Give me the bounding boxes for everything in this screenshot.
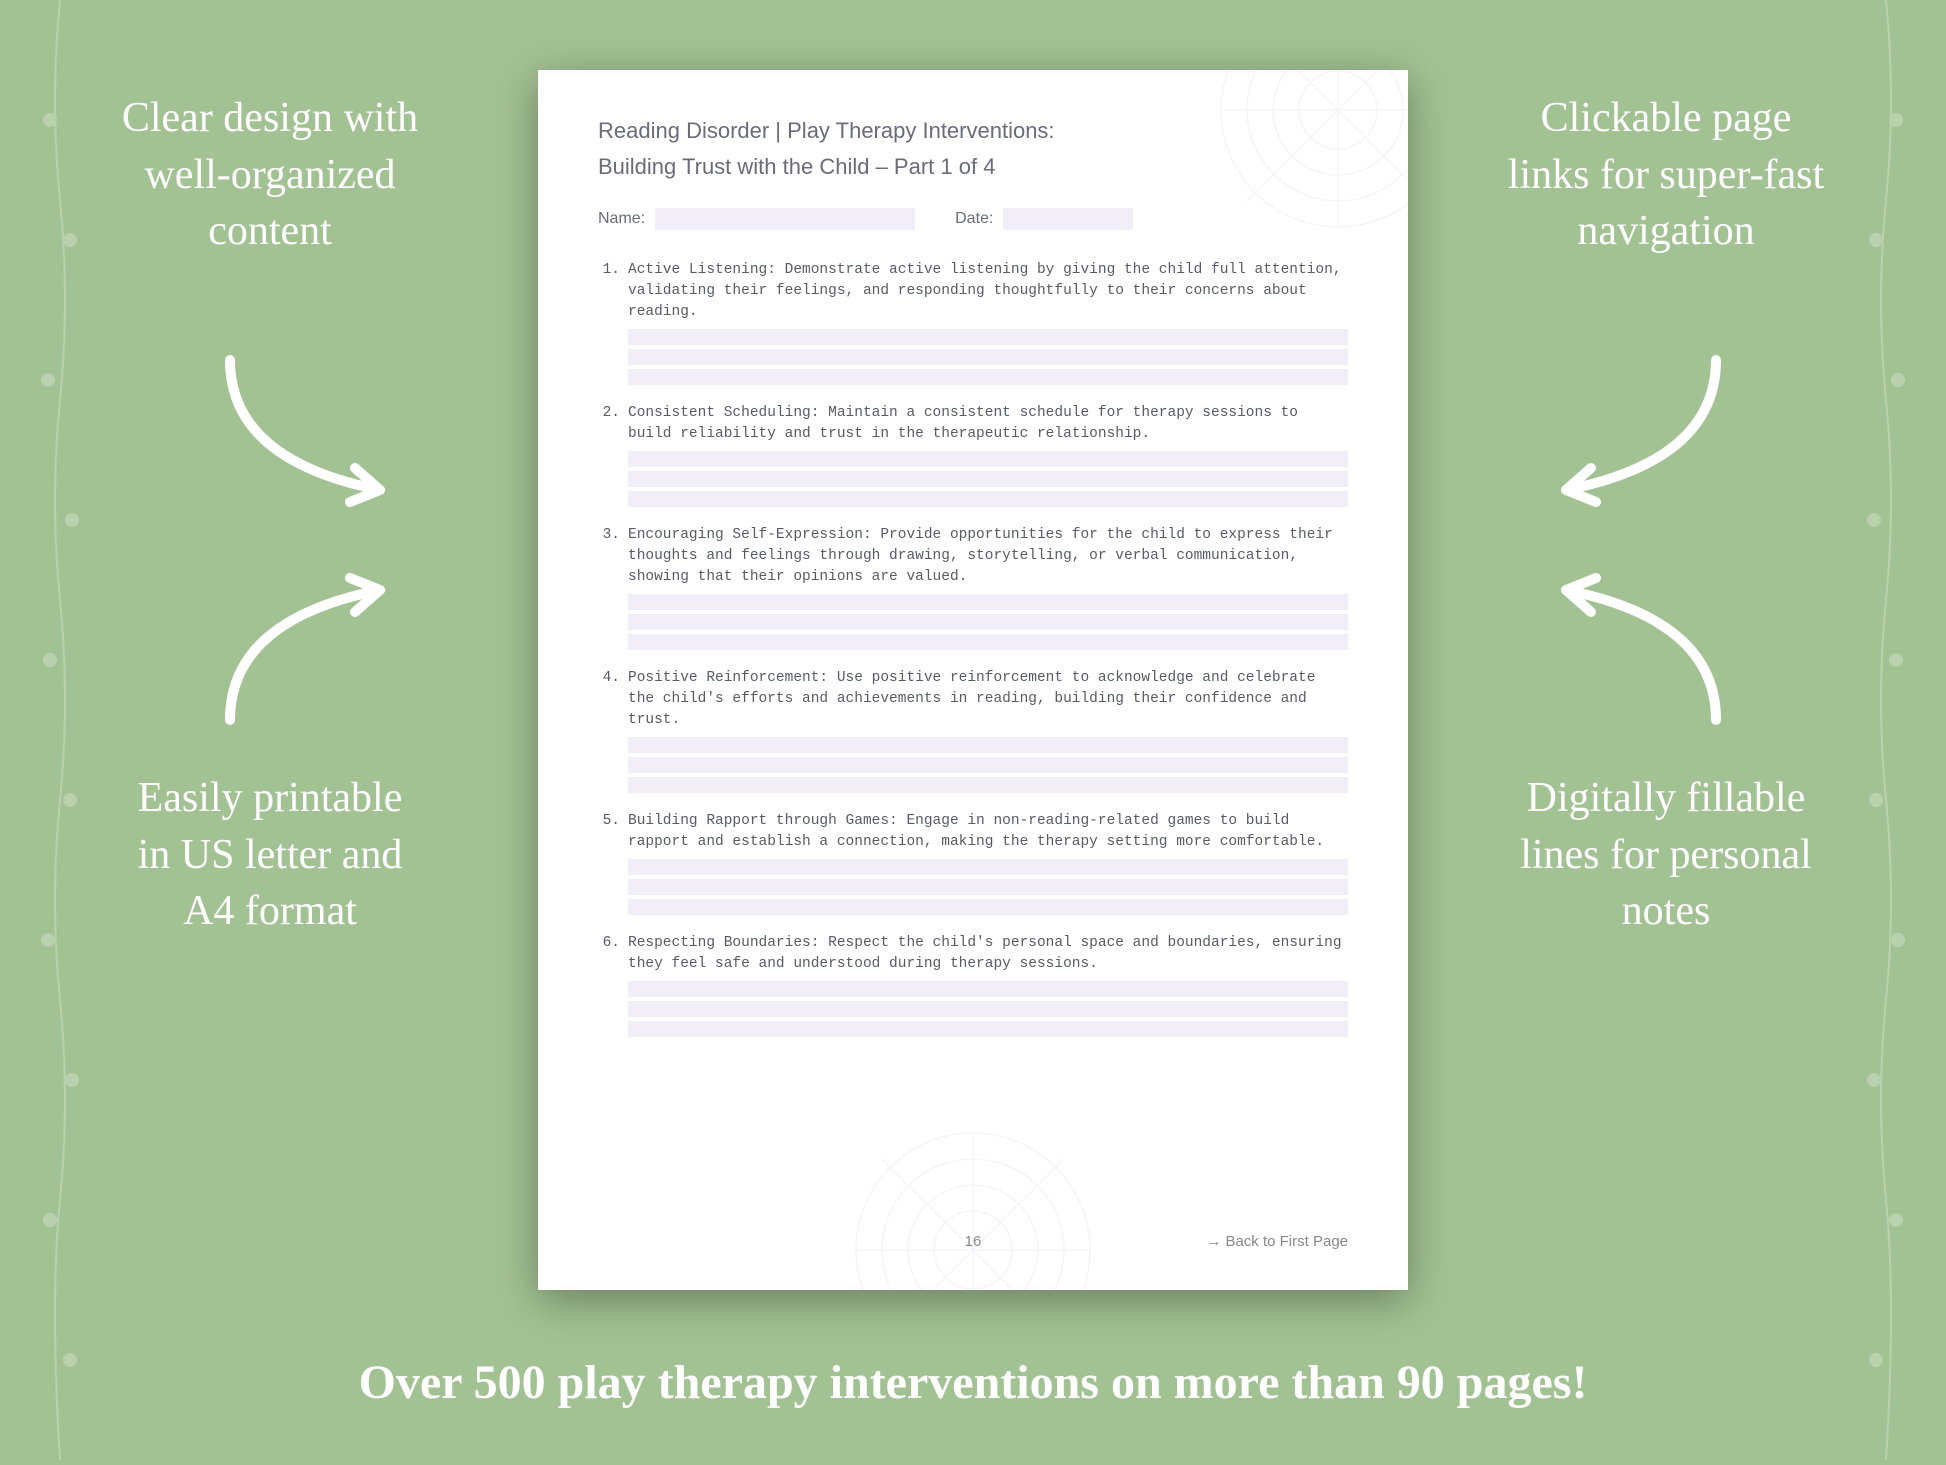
name-label: Name: xyxy=(598,210,645,228)
callout-bottom-right: Digitally fillable lines for personal no… xyxy=(1506,770,1826,940)
fill-line[interactable] xyxy=(628,491,1348,507)
item-text: Consistent Scheduling: Maintain a consis… xyxy=(628,403,1348,445)
back-to-first-link[interactable]: → Back to First Page xyxy=(1206,1233,1348,1250)
arrow-top-right xyxy=(1526,340,1746,520)
item-text: Encouraging Self-Expression: Provide opp… xyxy=(628,525,1348,588)
document-page: Reading Disorder | Play Therapy Interven… xyxy=(538,70,1408,1290)
item-number: 2. xyxy=(598,403,620,445)
decorative-vine-right xyxy=(1846,0,1926,1460)
item-number: 1. xyxy=(598,260,620,323)
item-number: 6. xyxy=(598,933,620,975)
callout-top-right: Clickable page links for super-fast navi… xyxy=(1506,90,1826,260)
fill-line[interactable] xyxy=(628,451,1348,467)
item-number: 4. xyxy=(598,668,620,731)
fill-lines xyxy=(628,451,1348,507)
list-item: 5.Building Rapport through Games: Engage… xyxy=(598,811,1348,915)
name-field: Name: xyxy=(598,208,915,230)
fill-lines xyxy=(628,594,1348,650)
fill-line[interactable] xyxy=(628,349,1348,365)
fill-line[interactable] xyxy=(628,879,1348,895)
fill-line[interactable] xyxy=(628,777,1348,793)
mandala-decoration-bottom xyxy=(843,1120,1103,1290)
page-footer: 16 → Back to First Page xyxy=(598,1233,1348,1250)
document-title-line1: Reading Disorder | Play Therapy Interven… xyxy=(598,118,1348,144)
list-item: 6.Respecting Boundaries: Respect the chi… xyxy=(598,933,1348,1037)
fill-line[interactable] xyxy=(628,737,1348,753)
list-item: 2.Consistent Scheduling: Maintain a cons… xyxy=(598,403,1348,507)
list-item: 4.Positive Reinforcement: Use positive r… xyxy=(598,668,1348,793)
item-number: 3. xyxy=(598,525,620,588)
date-label: Date: xyxy=(955,210,993,228)
fill-line[interactable] xyxy=(628,757,1348,773)
fill-line[interactable] xyxy=(628,899,1348,915)
fill-lines xyxy=(628,981,1348,1037)
fill-line[interactable] xyxy=(628,634,1348,650)
date-input-blank[interactable] xyxy=(1003,208,1133,230)
items-list: 1.Active Listening: Demonstrate active l… xyxy=(598,260,1348,1037)
page-number: 16 xyxy=(965,1233,982,1250)
arrow-top-left xyxy=(200,340,420,520)
fill-line[interactable] xyxy=(628,981,1348,997)
meta-row: Name: Date: xyxy=(598,208,1348,230)
list-item: 1.Active Listening: Demonstrate active l… xyxy=(598,260,1348,385)
fill-lines xyxy=(628,859,1348,915)
fill-line[interactable] xyxy=(628,369,1348,385)
fill-lines xyxy=(628,737,1348,793)
item-text: Respecting Boundaries: Respect the child… xyxy=(628,933,1348,975)
arrow-bottom-left xyxy=(200,560,420,740)
fill-line[interactable] xyxy=(628,859,1348,875)
item-text: Building Rapport through Games: Engage i… xyxy=(628,811,1348,853)
fill-line[interactable] xyxy=(628,594,1348,610)
name-input-blank[interactable] xyxy=(655,208,915,230)
item-number: 5. xyxy=(598,811,620,853)
bottom-banner: Over 500 play therapy interventions on m… xyxy=(0,1355,1946,1410)
fill-line[interactable] xyxy=(628,329,1348,345)
fill-lines xyxy=(628,329,1348,385)
date-field: Date: xyxy=(955,208,1133,230)
callout-bottom-left: Easily printable in US letter and A4 for… xyxy=(120,770,420,940)
item-text: Positive Reinforcement: Use positive rei… xyxy=(628,668,1348,731)
callout-top-left: Clear design with well-organized content xyxy=(120,90,420,260)
list-item: 3.Encouraging Self-Expression: Provide o… xyxy=(598,525,1348,650)
fill-line[interactable] xyxy=(628,471,1348,487)
item-text: Active Listening: Demonstrate active lis… xyxy=(628,260,1348,323)
document-title-line2: Building Trust with the Child – Part 1 o… xyxy=(598,154,1348,180)
decorative-vine-left xyxy=(20,0,100,1460)
fill-line[interactable] xyxy=(628,1021,1348,1037)
arrow-bottom-right xyxy=(1526,560,1746,740)
fill-line[interactable] xyxy=(628,614,1348,630)
fill-line[interactable] xyxy=(628,1001,1348,1017)
